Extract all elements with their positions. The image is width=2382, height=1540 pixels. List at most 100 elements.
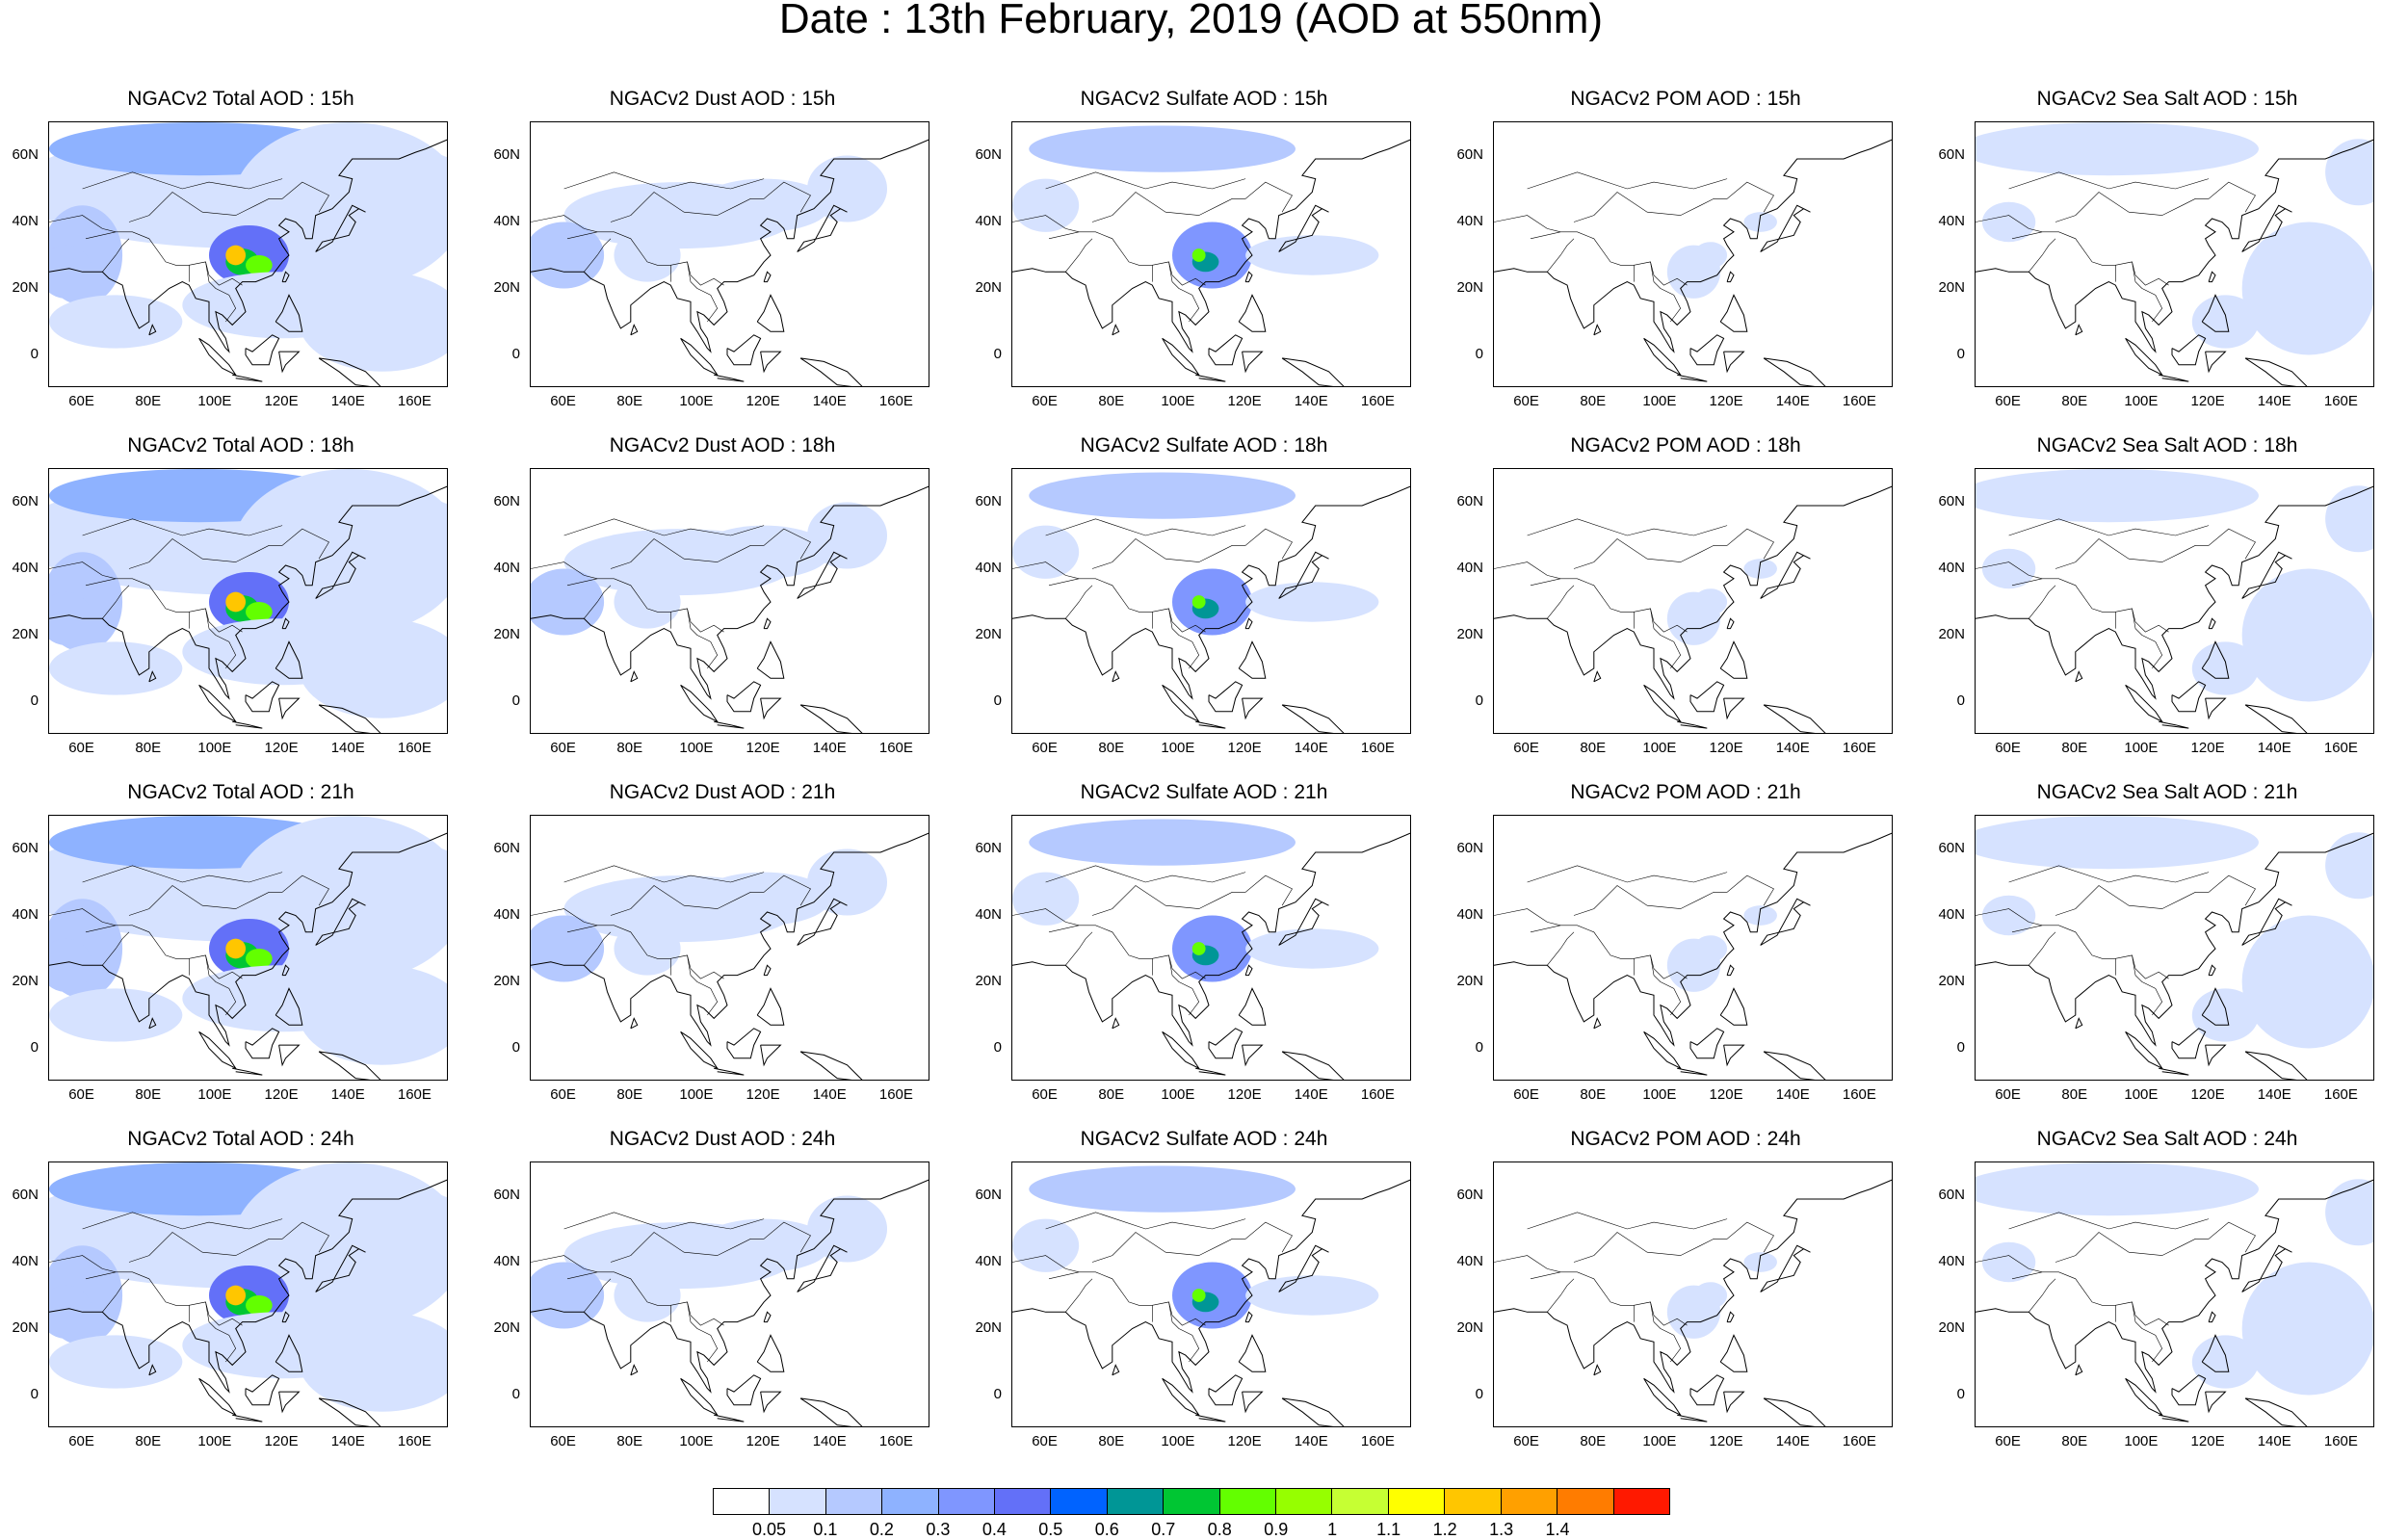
coastline <box>1723 1391 1745 1414</box>
lon-tick-label: 100E <box>1161 393 1195 409</box>
country-border <box>1048 578 1206 633</box>
coastline <box>1162 684 1201 723</box>
country-border <box>82 171 283 190</box>
coastline <box>630 1017 639 1030</box>
aod-field-map <box>1012 1165 1410 1426</box>
country-border <box>1527 518 1728 536</box>
aod-field-map <box>1976 469 2373 733</box>
coastline <box>2171 334 2207 366</box>
aod-contour-region <box>225 245 247 266</box>
coastline <box>1195 1414 1226 1423</box>
lat-tick-label: 20N <box>1938 1318 1965 1336</box>
aod-contour-region <box>531 222 605 289</box>
lon-tick-label: 160E <box>878 1433 913 1449</box>
colorbar-swatch <box>1557 1489 1614 1514</box>
aod-contour-region <box>49 938 92 992</box>
colorbar-label: 0.2 <box>869 1520 894 1539</box>
coastline <box>1494 832 1892 1047</box>
lon-tick-label: 120E <box>264 740 299 756</box>
aod-contour-region <box>246 949 273 969</box>
country-border <box>2011 925 2169 979</box>
coastline <box>2125 684 2164 723</box>
aod-contour-region <box>1981 1241 2036 1283</box>
aod-contour-region <box>1012 178 1080 232</box>
lat-tick-label: 20N <box>12 625 39 642</box>
country-border <box>1650 1301 1682 1363</box>
map-panel: NGACv2 Dust AOD : 24h 60N 40N 20N 0 60E 80E 100… <box>482 1127 963 1464</box>
coastline <box>760 697 782 720</box>
coastline <box>756 640 785 679</box>
lat-tick-label: 0 <box>993 1038 1002 1056</box>
country-border <box>2029 931 2056 966</box>
country-border <box>1976 561 2043 580</box>
country-border <box>102 931 130 966</box>
aod-contour-region <box>1191 595 1206 609</box>
lat-tick-label: 60N <box>493 145 520 163</box>
colorbar-swatch <box>1107 1489 1165 1514</box>
coastline <box>275 294 303 332</box>
lon-tick-label: 80E <box>1580 1433 1607 1449</box>
lat-tick-label: 20N <box>975 972 1002 989</box>
lon-tick-label: 80E <box>616 1086 643 1103</box>
lon-tick-label: 80E <box>135 393 162 409</box>
aod-field-map <box>1976 1162 2373 1426</box>
country-border <box>2008 171 2210 190</box>
aod-contour-region <box>49 295 183 349</box>
aod-contour-region <box>2325 485 2373 553</box>
panel-title: NGACv2 Total AOD : 15h <box>127 88 354 110</box>
aod-contour-region <box>614 575 681 629</box>
lat-tick-label: 60N <box>975 492 1002 509</box>
panel-title: NGACv2 Sulfate AOD : 18h <box>1080 434 1328 457</box>
coastline <box>1242 351 1264 374</box>
colorbar-label: 0.7 <box>1151 1520 1176 1539</box>
aod-field-map <box>1494 1179 1892 1426</box>
aod-field-map <box>1494 832 1892 1080</box>
coastline <box>1162 1031 1201 1070</box>
coastline <box>714 1414 745 1423</box>
lat-tick-label: 0 <box>1956 1385 1965 1402</box>
lon-tick-label: 140E <box>812 1433 847 1449</box>
lat-tick-label: 0 <box>30 1038 39 1056</box>
coastline <box>198 1031 238 1070</box>
coastline <box>763 1311 772 1323</box>
country-border <box>1530 578 1688 633</box>
coastline <box>1195 720 1226 729</box>
coastline <box>2244 1051 2308 1080</box>
coastline <box>1763 1051 1826 1080</box>
country-border <box>1494 908 1561 927</box>
coastline <box>1726 1311 1735 1323</box>
lon-tick-label: 100E <box>679 1433 714 1449</box>
country-border <box>82 518 283 536</box>
aod-contour-region <box>1743 905 1777 926</box>
map-plot-area <box>1975 121 2374 387</box>
map-plot-area <box>1011 121 1411 387</box>
colorbar-label: 1.3 <box>1489 1520 1514 1539</box>
country-border <box>1048 1271 1206 1326</box>
country-border <box>566 1271 724 1326</box>
country-border <box>584 931 612 966</box>
lon-tick-label: 100E <box>1642 1433 1677 1449</box>
lon-tick-label: 60E <box>68 393 94 409</box>
coastline <box>275 987 303 1026</box>
lon-tick-label: 60E <box>550 393 576 409</box>
country-border <box>49 561 117 580</box>
coastline <box>680 337 720 377</box>
map-plot-area <box>1011 468 1411 734</box>
aod-contour-region <box>49 1285 92 1339</box>
coastline <box>1208 334 1243 366</box>
country-border <box>2011 578 2169 633</box>
map-plot-area <box>48 1162 448 1427</box>
country-border <box>610 528 811 569</box>
lat-tick-label: 40N <box>975 1252 1002 1269</box>
coastline <box>2075 670 2083 683</box>
lat-tick-label: 20N <box>975 1318 1002 1336</box>
coastline <box>281 964 290 977</box>
coastline <box>2075 1364 2083 1376</box>
country-border <box>205 1301 237 1363</box>
coastline <box>2125 1031 2164 1070</box>
lon-tick-label: 100E <box>679 740 714 756</box>
aod-contour-region <box>1029 1165 1296 1213</box>
coastline <box>1494 1179 1892 1394</box>
aod-contour-region <box>807 848 888 916</box>
map-plot-area <box>1493 1162 1893 1427</box>
